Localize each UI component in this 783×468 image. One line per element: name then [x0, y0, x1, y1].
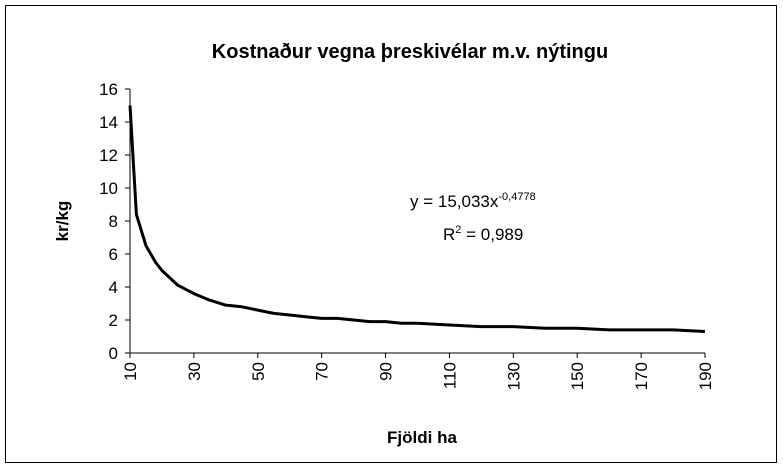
x-tick-label: 130	[504, 362, 523, 390]
y-tick-label: 6	[109, 245, 118, 264]
x-tick-label: 110	[440, 362, 459, 389]
y-axis-label: kr/kg	[53, 201, 72, 242]
x-tick-label: 170	[632, 362, 651, 390]
y-tick-label: 10	[99, 179, 118, 198]
y-tick-label: 8	[109, 212, 118, 231]
x-tick-label: 10	[121, 362, 140, 381]
x-tick-label: 70	[313, 362, 332, 381]
x-tick-label: 150	[568, 362, 587, 390]
r-squared: R2 = 0,989	[443, 224, 523, 244]
equation-base: y = 15,033x	[410, 192, 499, 211]
chart-frame	[5, 5, 777, 463]
r2-base: R	[443, 225, 455, 244]
y-tick-label: 2	[109, 311, 118, 330]
x-tick-label: 90	[377, 362, 396, 381]
y-tick-label: 14	[99, 113, 118, 132]
y-tick-label: 16	[99, 80, 118, 99]
y-tick-label: 12	[99, 146, 118, 165]
data-line	[128, 105, 706, 334]
chart-title: Kostnaður vegna þreskivélar m.v. nýtingu	[212, 41, 608, 63]
x-tick-label: 190	[696, 362, 715, 390]
y-tick-label: 4	[109, 278, 118, 297]
r2-rest: = 0,989	[461, 225, 523, 244]
x-tick-label: 50	[249, 362, 268, 381]
y-tick-label: 0	[109, 344, 118, 363]
x-tick-label: 30	[185, 362, 204, 381]
equation-exponent: -0,4778	[498, 191, 535, 203]
x-axis-label: Fjöldi ha	[387, 428, 457, 447]
trend-equation: y = 15,033x-0,4778	[410, 191, 536, 211]
r2-sup: 2	[455, 224, 461, 236]
